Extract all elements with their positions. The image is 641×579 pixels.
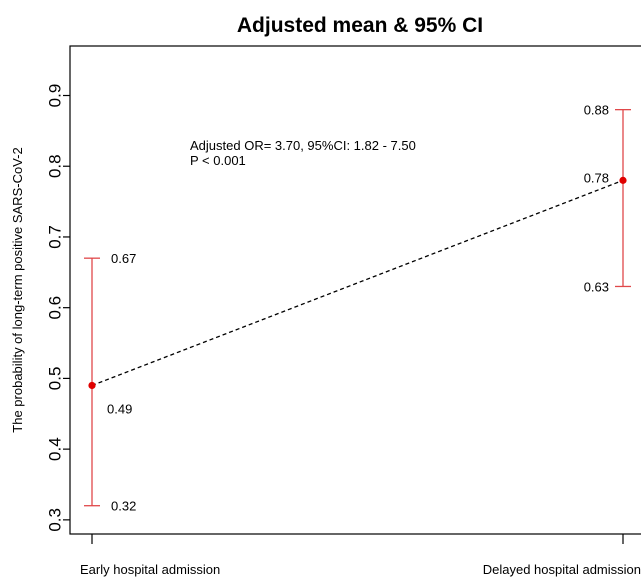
x-tick-label: Delayed hospital admission <box>483 562 641 577</box>
y-tick-label: 0.3 <box>45 508 64 532</box>
annotation-line-2: P < 0.001 <box>190 153 246 168</box>
annotation-line-1: Adjusted OR= 3.70, 95%CI: 1.82 - 7.50 <box>190 138 416 153</box>
y-tick-label: 0.8 <box>45 154 64 178</box>
x-axis: Early hospital admission Delayed hospital… <box>80 534 641 577</box>
x-tick-label: Early hospital admission <box>80 562 220 577</box>
series-marks: 0.67 0.49 0.32 0.88 0.78 0.63 <box>84 103 631 514</box>
y-axis: 0.3 0.4 0.5 0.6 0.7 0.8 0.9 <box>45 84 70 532</box>
mean-label: 0.78 <box>584 170 609 185</box>
y-axis-label: The probability of long-term positive SA… <box>10 147 25 432</box>
lower-ci-label: 0.63 <box>584 279 609 294</box>
mean-point <box>88 381 96 390</box>
mean-point <box>619 176 627 184</box>
mean-label: 0.49 <box>107 401 132 416</box>
chart-title: Adjusted mean & 95% CI <box>237 14 483 37</box>
y-tick-label: 0.7 <box>45 225 64 249</box>
y-tick-label: 0.4 <box>45 437 64 461</box>
plot-frame <box>69 45 641 535</box>
y-tick-label: 0.9 <box>45 84 64 108</box>
y-tick-label: 0.5 <box>45 367 64 391</box>
upper-ci-label: 0.88 <box>584 103 609 118</box>
lower-ci-label: 0.32 <box>111 499 136 514</box>
connector-line <box>91 179 624 387</box>
upper-ci-label: 0.67 <box>111 251 136 266</box>
y-tick-label: 0.6 <box>45 296 64 320</box>
